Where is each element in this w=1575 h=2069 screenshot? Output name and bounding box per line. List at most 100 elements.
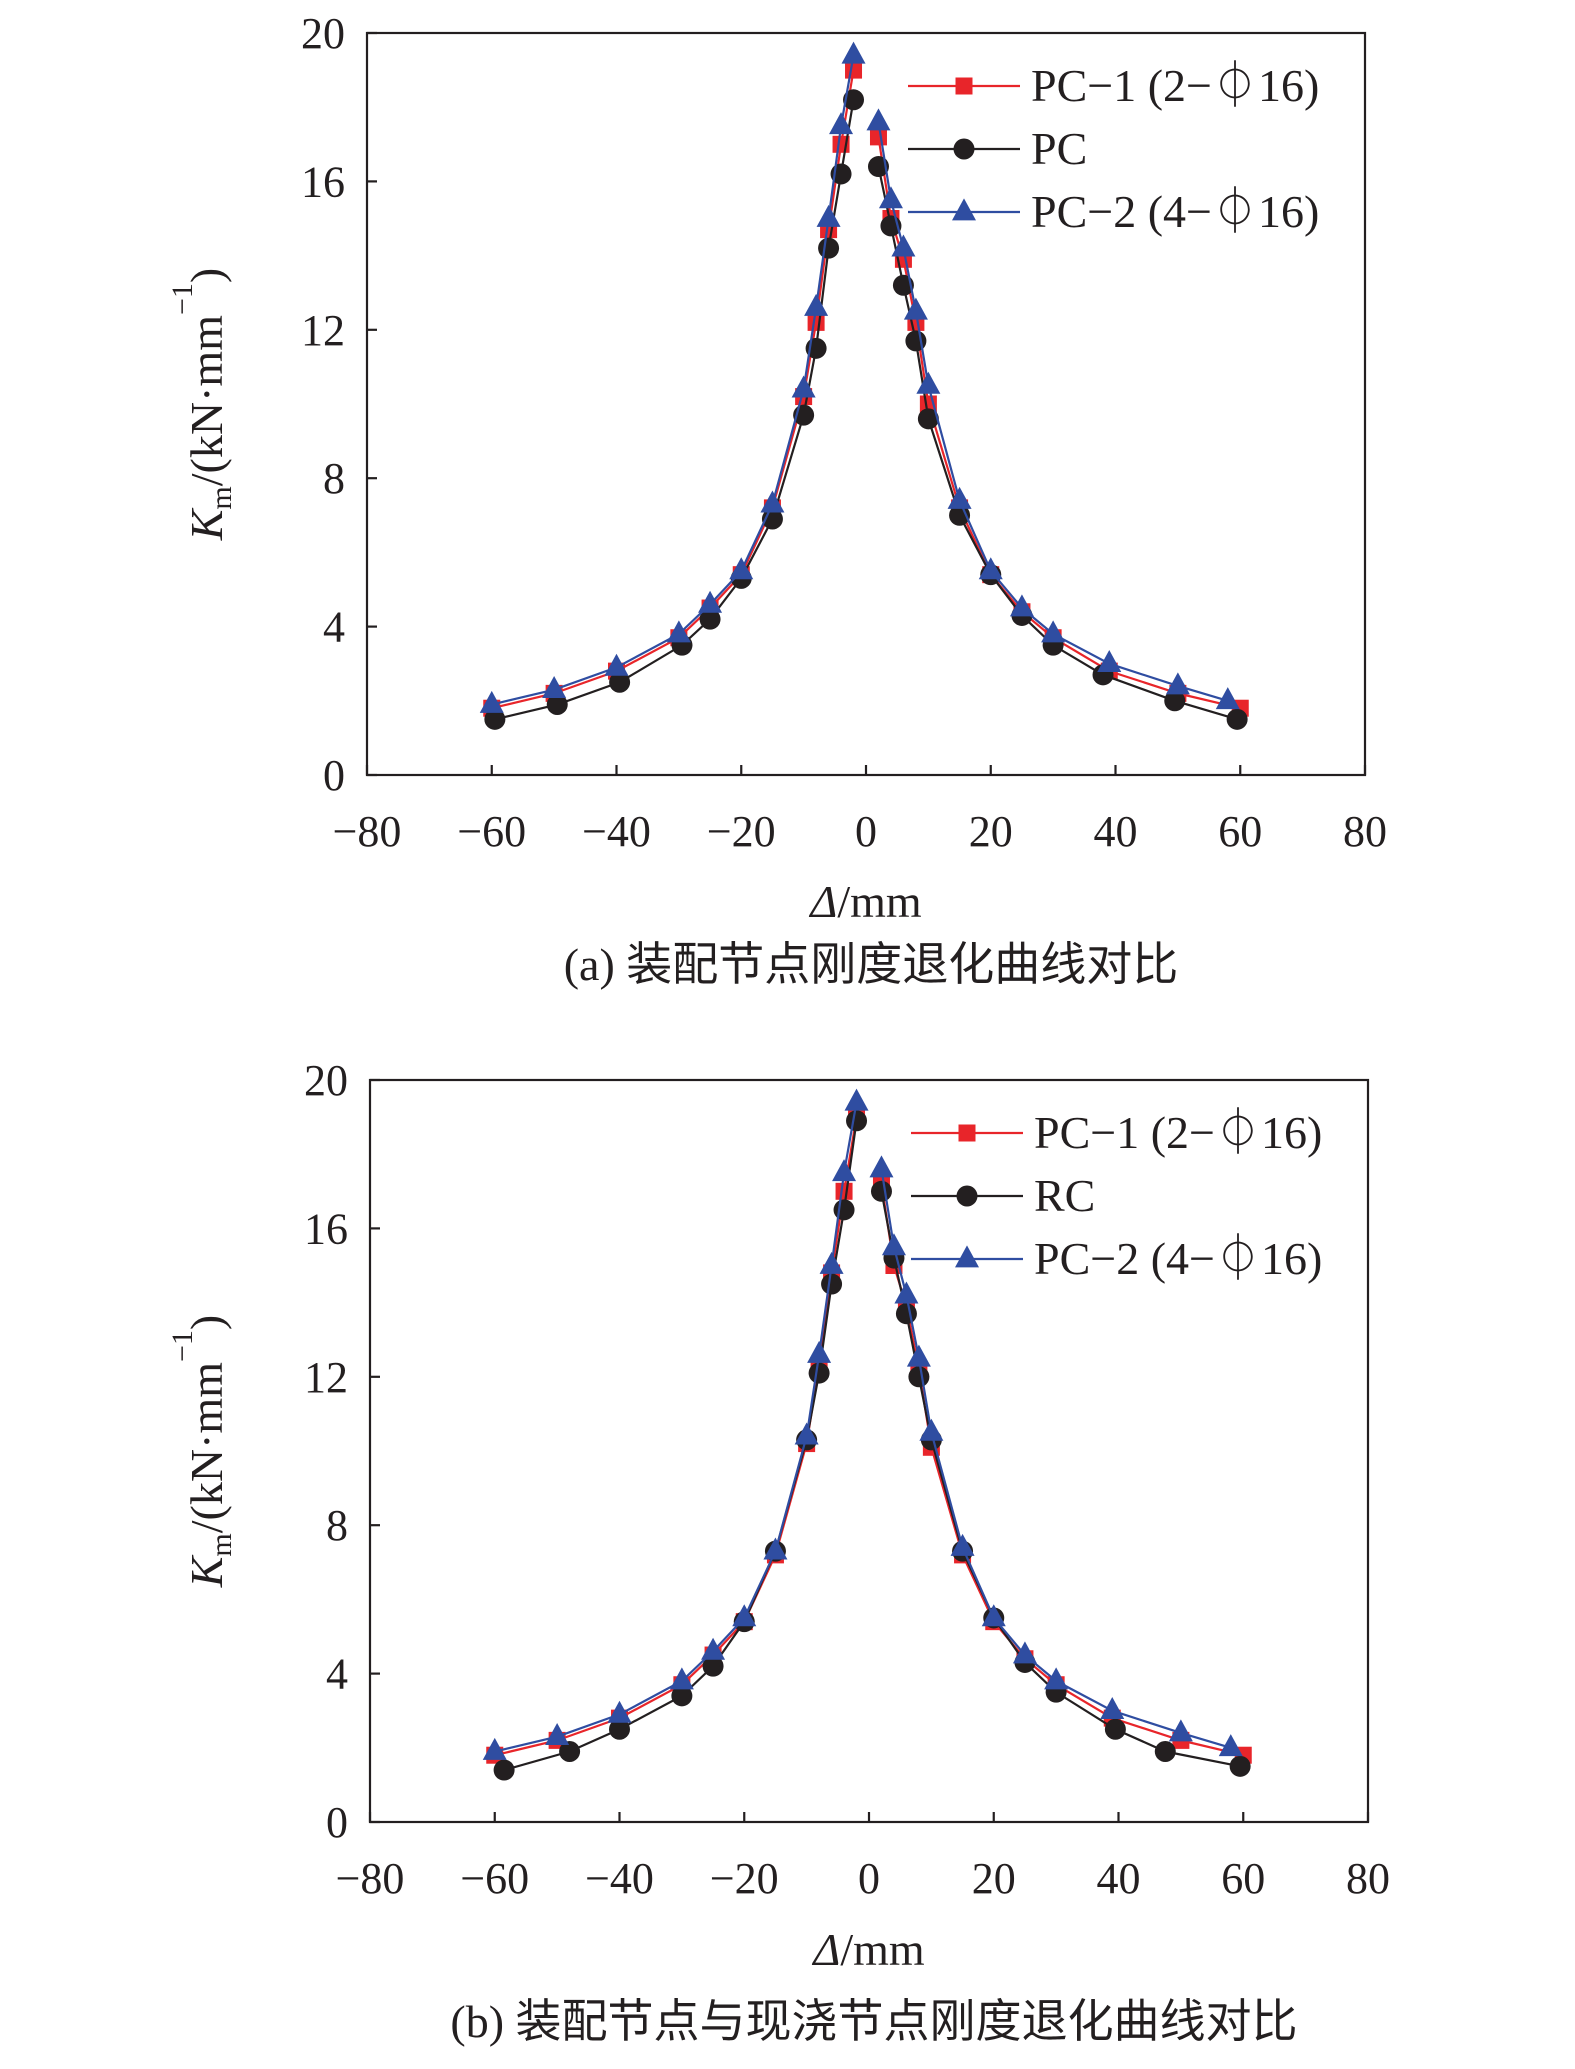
data-point [794,1422,819,1445]
y-tick-label: 20 [304,1056,348,1105]
legend-label: PC [1031,123,1087,174]
data-point [832,1159,857,1182]
data-point [1215,687,1240,710]
data-point [699,608,721,630]
data-point [845,61,863,79]
data-point [829,112,854,135]
data-point [869,1155,894,1178]
data-point [807,1340,832,1363]
x-tick-label: 0 [855,807,877,856]
data-point [881,1233,906,1256]
data-point [1165,672,1190,695]
data-point [903,297,928,320]
legend-label: PC−2 (4−⏀16) [1031,186,1319,237]
legend-marker [952,198,976,221]
data-point [906,1344,931,1367]
data-point [916,371,941,394]
x-tick-label: 80 [1346,1854,1390,1903]
data-point [729,557,754,580]
y-tick-label: 16 [304,1204,348,1253]
data-point [846,1110,868,1132]
data-point [701,1637,726,1660]
data-point [869,128,887,146]
data-point [818,237,840,259]
data-point [763,1537,788,1560]
data-point [1009,594,1034,617]
series-line-left [491,55,855,706]
legend-marker [955,77,973,95]
data-point [978,557,1003,580]
series-pc1 [486,1108,1252,1764]
data-point [1218,1734,1243,1757]
data-point [1097,650,1122,673]
x-tick-label: 20 [969,807,1013,856]
data-point [479,690,504,713]
x-tick-label: 40 [1094,807,1138,856]
data-point [669,1667,694,1690]
legend-label: PC−1 (2−⏀16) [1034,1107,1322,1158]
data-point [1229,1755,1251,1777]
data-point [833,1199,855,1221]
data-point [1041,620,1066,643]
x-tick-label: 40 [1097,1854,1141,1903]
data-point [804,293,829,316]
data-point [607,1700,632,1723]
data-point [866,108,891,131]
x-tick-label: 60 [1221,1854,1265,1903]
legend-label: PC−2 (4−⏀16) [1034,1233,1322,1284]
data-point [919,1418,944,1441]
legend-marker [955,1245,979,1268]
y-tick-label: 20 [301,9,345,58]
data-point [609,671,631,693]
y-tick-label: 8 [323,454,345,503]
data-point [666,620,691,643]
figure-caption: (b) 装配节点与现浇节点刚度退化曲线对比 [450,1996,1297,2047]
legend-marker [956,1185,978,1207]
data-point [821,1273,843,1295]
data-point [791,375,816,398]
data-point [559,1741,581,1763]
y-tick-label: 8 [326,1501,348,1550]
x-axis-title: Δ/mm [811,1924,925,1975]
data-point [894,1281,919,1304]
data-point [895,1303,917,1325]
data-point [732,1604,757,1627]
x-tick-label: −80 [333,807,402,856]
data-point [950,1533,975,1556]
data-point [808,1362,830,1384]
y-axis-title: Km/(kN·mm−1) [166,268,238,541]
data-point [981,1604,1006,1627]
data-point [671,1685,693,1707]
series-line-left [494,1102,858,1753]
data-point [493,1759,515,1781]
y-tick-label: 0 [323,751,345,800]
x-axis-title: Δ/mm [808,876,922,927]
y-tick-label: 0 [326,1798,348,1847]
data-point [835,1182,853,1200]
data-point [891,234,916,257]
legend-label: PC−1 (2−⏀16) [1031,60,1319,111]
legend-marker [953,138,975,160]
x-tick-label: 0 [858,1854,880,1903]
x-tick-label: 60 [1218,807,1262,856]
x-tick-label: −40 [582,807,651,856]
data-point [917,408,939,430]
data-point [807,313,825,331]
data-point [702,1655,724,1677]
data-point [1044,1667,1069,1690]
data-point [760,490,785,513]
plot-frame [368,1078,1370,1824]
y-tick-label: 4 [326,1650,348,1699]
data-point [1012,1641,1037,1664]
series-pc1 [483,61,1249,717]
data-point [698,590,723,613]
series-rc [493,1110,1251,1781]
x-tick-label: −20 [710,1854,779,1903]
y-tick-label: 4 [323,603,345,652]
data-point [482,1737,507,1760]
data-point [1226,708,1248,730]
data-point [844,1088,869,1111]
data-point [1104,1718,1126,1740]
data-point [1168,1719,1193,1742]
